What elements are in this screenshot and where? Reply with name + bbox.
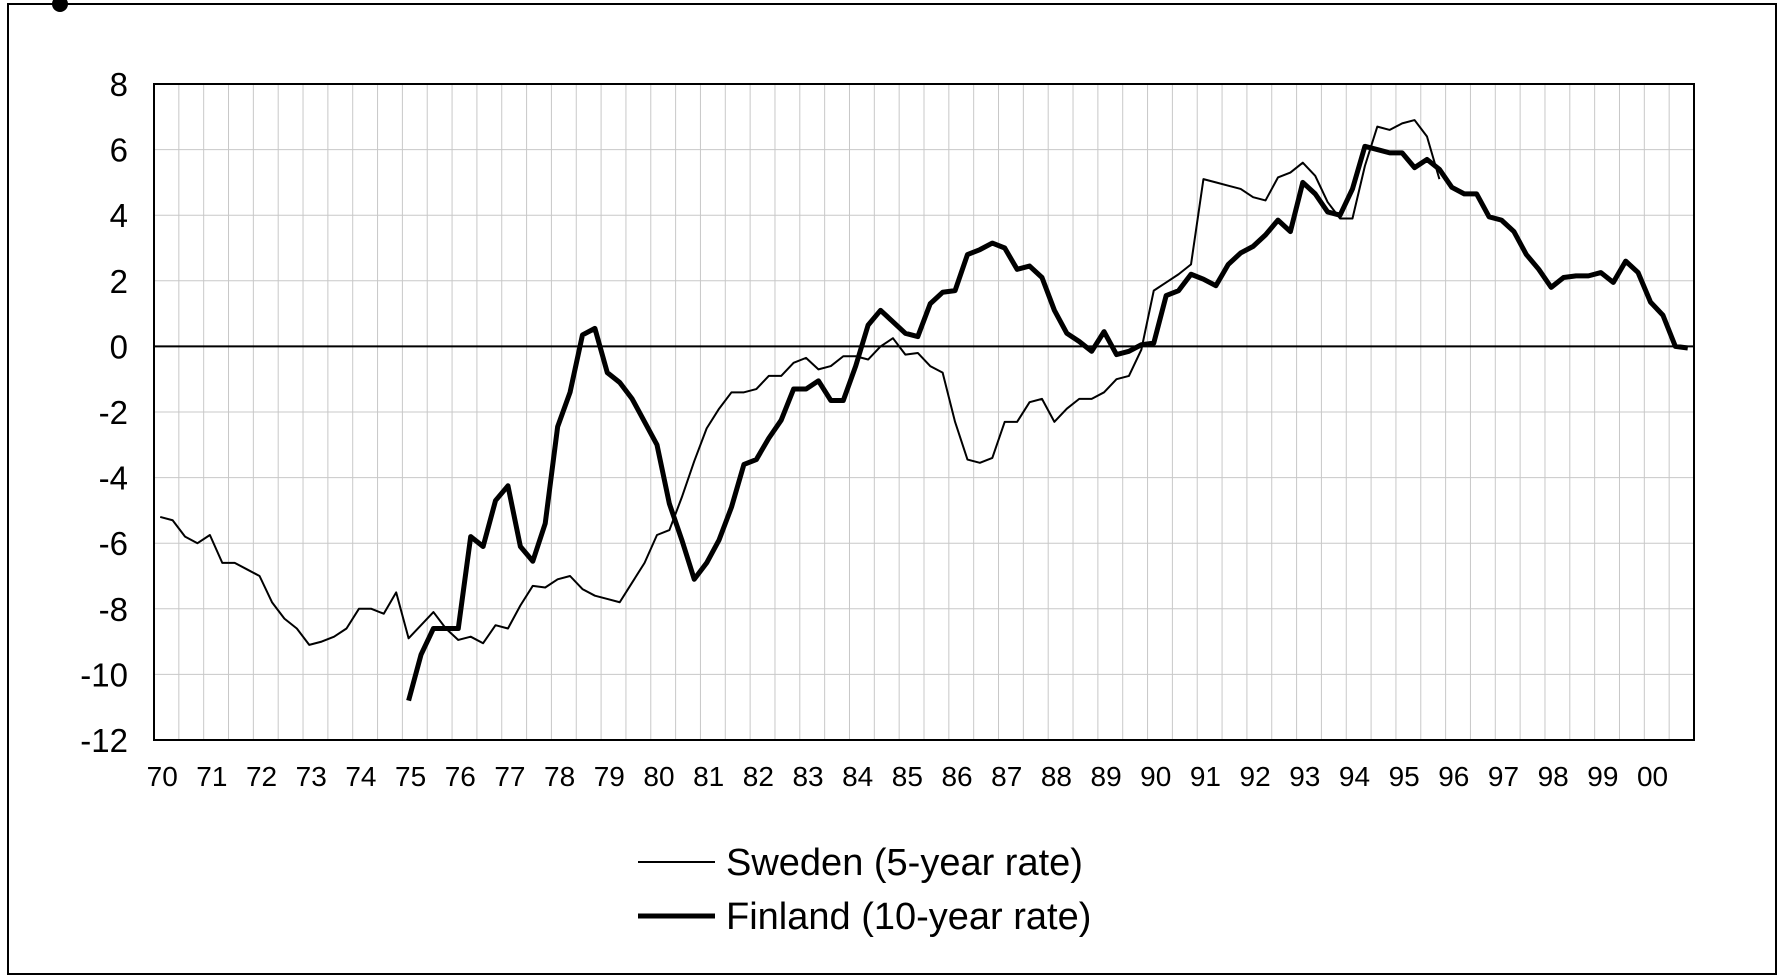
legend-label: Sweden (5-year rate) [726, 842, 1083, 884]
x-tick-label: 78 [544, 761, 575, 792]
x-tick-label: 74 [345, 761, 376, 792]
x-tick-label: 97 [1488, 761, 1519, 792]
x-tick-label: 98 [1538, 761, 1569, 792]
x-tick-label: 87 [991, 761, 1022, 792]
x-tick-label: 93 [1289, 761, 1320, 792]
y-tick-label: 6 [110, 132, 128, 169]
x-tick-label: 70 [147, 761, 178, 792]
x-tick-label: 73 [296, 761, 327, 792]
series-line [159, 119, 1441, 646]
x-tick-label: 81 [693, 761, 724, 792]
x-tick-label: 90 [1140, 761, 1171, 792]
x-tick-label: 71 [196, 761, 227, 792]
x-tick-label: 99 [1587, 761, 1618, 792]
x-tick-label: 76 [445, 761, 476, 792]
x-tick-label: 89 [1091, 761, 1122, 792]
x-tick-label: 77 [494, 761, 525, 792]
y-tick-label: 4 [110, 197, 128, 234]
y-tick-label: 2 [110, 263, 128, 300]
x-tick-label: 88 [1041, 761, 1072, 792]
x-tick-label: 95 [1389, 761, 1420, 792]
x-tick-label: 86 [941, 761, 972, 792]
y-tick-label: 0 [110, 328, 128, 365]
y-tick-label: -6 [99, 525, 128, 562]
x-tick-label: 94 [1339, 761, 1370, 792]
y-tick-label: -8 [99, 591, 128, 628]
x-tick-label: 96 [1438, 761, 1469, 792]
x-tick-label: 75 [395, 761, 426, 792]
x-tick-label: 79 [594, 761, 625, 792]
x-tick-label: 92 [1240, 761, 1271, 792]
legend-label: Finland (10-year rate) [726, 896, 1091, 938]
x-tick-label: 84 [842, 761, 873, 792]
corner-dot [52, 0, 68, 12]
x-tick-label: 85 [892, 761, 923, 792]
x-tick-label: 82 [743, 761, 774, 792]
y-tick-label: -10 [80, 656, 128, 693]
y-tick-label: -12 [80, 722, 128, 759]
plot-border [153, 83, 1695, 741]
x-tick-label: 80 [643, 761, 674, 792]
y-tick-label: 8 [110, 66, 128, 103]
series-line [406, 143, 1689, 702]
x-tick-label: 91 [1190, 761, 1221, 792]
y-tick-label: -2 [99, 394, 128, 431]
x-tick-label: 00 [1637, 761, 1668, 792]
x-tick-label: 72 [246, 761, 277, 792]
x-tick-label: 83 [792, 761, 823, 792]
y-tick-label: -4 [99, 460, 128, 497]
